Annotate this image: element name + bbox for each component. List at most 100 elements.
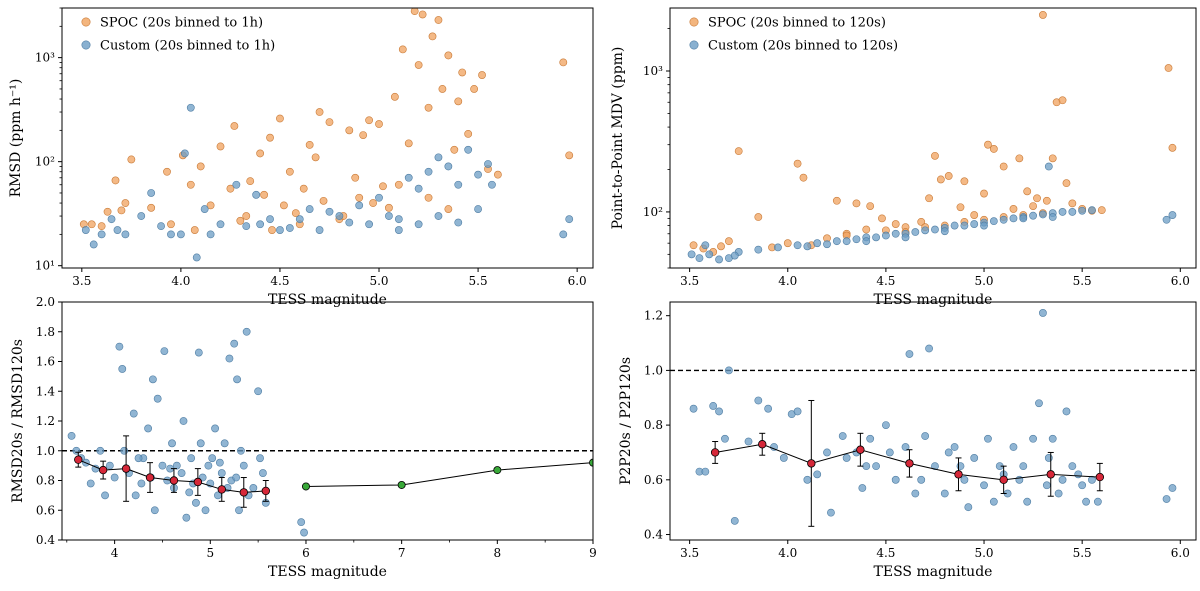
- data-point: [1023, 497, 1032, 506]
- y-tick-label: 0.6: [36, 503, 55, 517]
- data-point: [177, 469, 186, 477]
- data-point: [964, 503, 973, 512]
- binned-point: [74, 455, 83, 464]
- data-point: [881, 421, 890, 430]
- y-axis-label: P2P20s / P2P120s: [618, 357, 634, 485]
- data-point: [774, 243, 782, 252]
- data-point: [87, 220, 96, 229]
- data-point: [1168, 484, 1177, 492]
- data-point: [67, 431, 76, 440]
- x-tick-label: 6: [302, 546, 310, 560]
- extrapolation-line: [305, 462, 593, 487]
- data-point: [444, 51, 453, 60]
- data-point: [1039, 11, 1047, 19]
- data-point: [404, 139, 413, 148]
- data-point: [158, 461, 167, 470]
- data-point: [355, 201, 364, 210]
- y-tick-label: 1.2: [36, 414, 55, 428]
- data-point: [215, 458, 224, 467]
- binned-point: [954, 470, 963, 479]
- data-point: [1088, 475, 1096, 484]
- data-point: [220, 439, 229, 448]
- data-point: [107, 215, 116, 224]
- data-point: [276, 114, 284, 123]
- data-point: [1009, 443, 1018, 451]
- data-point: [168, 439, 176, 448]
- data-point: [179, 417, 188, 425]
- data-point: [300, 528, 308, 537]
- x-tick-label: 8: [494, 546, 502, 560]
- data-point: [891, 475, 900, 484]
- data-point: [944, 172, 953, 180]
- y-tick-label: 10³: [35, 51, 55, 65]
- data-point: [266, 215, 274, 224]
- data-point: [1054, 489, 1063, 498]
- data-point: [1039, 309, 1047, 317]
- data-point: [960, 177, 969, 186]
- x-tick-label: 4.0: [171, 274, 190, 288]
- data-point: [1162, 215, 1171, 224]
- data-point: [111, 176, 120, 185]
- data-point: [862, 462, 871, 471]
- data-point: [230, 122, 239, 130]
- data-point: [105, 461, 114, 470]
- y-tick-label: 2.0: [36, 295, 55, 309]
- data-point: [190, 226, 199, 234]
- data-point: [394, 215, 403, 224]
- data-point: [379, 182, 387, 191]
- data-point: [478, 71, 486, 79]
- x-tick-label: 6.0: [1171, 274, 1190, 288]
- extrapolated-point: [589, 458, 593, 467]
- data-point: [129, 409, 138, 418]
- data-point: [793, 241, 802, 250]
- data-point: [970, 220, 979, 228]
- data-point: [216, 142, 225, 151]
- x-tick-label: 4.5: [876, 274, 895, 288]
- data-point: [905, 350, 914, 358]
- data-point: [484, 160, 492, 168]
- data-point: [454, 180, 463, 189]
- data-point: [940, 489, 949, 498]
- data-point: [398, 45, 407, 54]
- data-point: [345, 218, 354, 227]
- x-tick-label: 5.0: [974, 274, 993, 288]
- data-point: [394, 180, 403, 189]
- data-point: [256, 149, 265, 158]
- data-point: [424, 103, 433, 112]
- y-tick-label: 0.4: [644, 528, 663, 542]
- data-point: [180, 149, 189, 158]
- y-tick-label: 1.0: [644, 363, 663, 377]
- data-point: [1058, 208, 1067, 216]
- data-point: [803, 475, 812, 484]
- data-point: [730, 516, 739, 525]
- data-point: [148, 375, 157, 384]
- data-point: [734, 147, 743, 156]
- data-point: [153, 394, 162, 403]
- data-point: [96, 446, 105, 455]
- data-point: [237, 446, 245, 455]
- data-point: [901, 233, 910, 242]
- data-point: [208, 454, 217, 463]
- binned-point: [193, 477, 203, 487]
- data-point: [950, 443, 959, 451]
- data-point: [1162, 495, 1171, 503]
- data-point: [226, 184, 235, 193]
- data-point: [1044, 454, 1053, 462]
- data-point: [390, 92, 399, 101]
- data-point: [144, 424, 153, 433]
- data-point: [832, 196, 841, 205]
- data-point: [280, 201, 288, 210]
- data-point: [1093, 497, 1102, 506]
- x-axis-label: TESS magnitude: [268, 292, 387, 308]
- x-tick-label: 5.0: [974, 546, 993, 560]
- data-point: [131, 491, 140, 500]
- data-point: [984, 434, 992, 443]
- data-point: [252, 190, 261, 199]
- x-tick-label: 7: [398, 546, 406, 560]
- data-point: [1078, 206, 1087, 215]
- data-point: [305, 205, 314, 213]
- y-tick-label: 1.0: [36, 444, 55, 458]
- x-tick-label: 4: [111, 546, 119, 560]
- data-point: [206, 230, 215, 239]
- data-point: [285, 167, 294, 176]
